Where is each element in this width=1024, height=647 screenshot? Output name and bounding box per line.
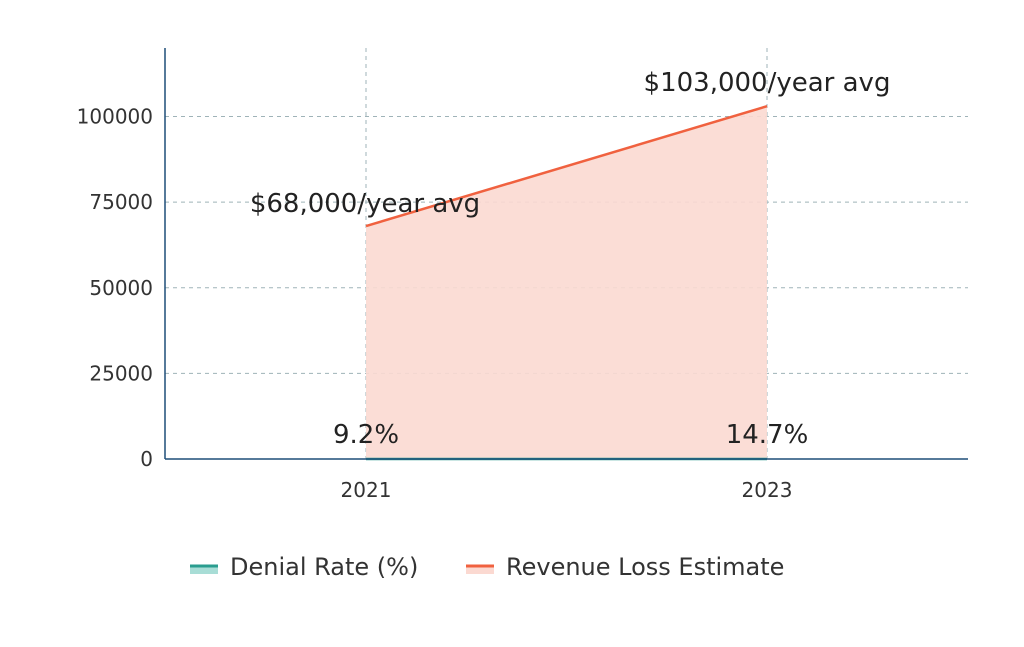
axes <box>164 48 968 460</box>
annotation-label: 14.7% <box>726 420 809 450</box>
series-area-1 <box>366 106 767 459</box>
y-tick-label: 100000 <box>77 105 153 129</box>
annotations: $68,000/year avg $103,000/year avg 9.2% 14.… <box>250 68 891 450</box>
series-line-1 <box>365 105 768 228</box>
legend-label: Denial Rate (%) <box>230 553 418 581</box>
legend: Denial Rate (%) Revenue Loss Estimate <box>190 553 784 581</box>
x-tick-label: 2023 <box>742 478 793 502</box>
legend-swatch-fill <box>466 566 494 574</box>
y-tick-label: 75000 <box>89 190 153 214</box>
y-tick-label: 50000 <box>89 276 153 300</box>
annotation-label: 9.2% <box>333 420 399 450</box>
series-areas <box>366 106 767 459</box>
y-tick-label: 0 <box>140 447 153 471</box>
y-tick-labels: 0 25000 50000 75000 100000 <box>77 105 153 472</box>
x-tick-labels: 2021 2023 <box>341 478 793 502</box>
y-tick-label: 25000 <box>89 361 153 385</box>
legend-label: Revenue Loss Estimate <box>506 553 784 581</box>
x-tick-label: 2021 <box>341 478 392 502</box>
annotation-label: $68,000/year avg <box>250 189 480 219</box>
legend-swatch-fill <box>190 566 218 574</box>
annotation-label: $103,000/year avg <box>644 68 891 98</box>
